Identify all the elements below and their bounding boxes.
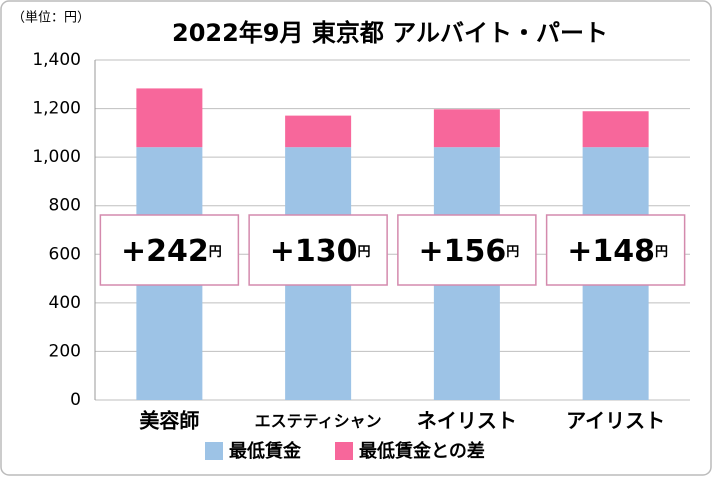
value-label-box	[397, 214, 537, 286]
x-tick-label: エステティシャン	[255, 412, 382, 431]
chart-title: 2022年9月 東京都 アルバイト・パート	[172, 19, 608, 47]
legend-swatch	[335, 442, 353, 460]
y-tick-label: 400	[49, 293, 81, 313]
value-label: +242円	[121, 234, 222, 269]
bar-segment	[136, 88, 203, 148]
value-label-number: +156	[418, 234, 506, 269]
y-tick-label: 1,400	[32, 50, 81, 70]
y-tick-label: 1,000	[32, 147, 81, 167]
x-tick-label: 美容師	[139, 409, 199, 433]
value-label-number: +130	[270, 234, 358, 269]
value-label-unit: 円	[358, 245, 371, 260]
unit-note: （単位：円）	[12, 10, 90, 26]
value-label-number: +148	[567, 234, 655, 269]
bar-segment	[433, 109, 500, 148]
value-label-number: +242	[121, 234, 209, 269]
y-tick-label: 0	[70, 390, 81, 410]
value-label-unit: 円	[655, 245, 668, 260]
x-tick-label: ネイリスト	[417, 409, 517, 433]
legend-swatch	[205, 442, 223, 460]
legend-label: 最低賃金との差	[359, 440, 485, 462]
value-label-box	[545, 214, 686, 286]
y-tick-label: 1,200	[32, 99, 81, 119]
y-tick-label: 600	[49, 244, 81, 264]
value-label-unit: 円	[209, 245, 222, 260]
x-tick-label: アイリスト	[566, 409, 665, 433]
value-label-box	[248, 214, 388, 286]
value-label-box	[99, 214, 240, 286]
value-label: +130円	[270, 234, 371, 269]
y-tick-label: 800	[49, 196, 81, 216]
legend-label: 最低賃金	[229, 440, 302, 462]
value-label-unit: 円	[506, 245, 519, 260]
y-tick-label: 200	[49, 341, 81, 361]
bar-segment	[582, 111, 649, 148]
bar-segment	[285, 115, 352, 148]
value-label: +148円	[567, 234, 668, 269]
value-label: +156円	[418, 234, 519, 269]
